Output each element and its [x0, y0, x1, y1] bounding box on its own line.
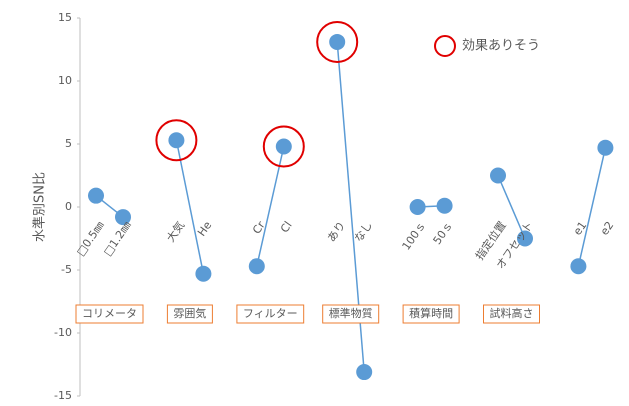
point [115, 209, 131, 226]
x-tick-label: e1 [571, 219, 590, 238]
group-box [322, 304, 380, 324]
group-box [166, 304, 213, 324]
y-tick-label: -15 [54, 389, 72, 402]
group-box [402, 304, 460, 324]
point [356, 364, 373, 381]
point [168, 132, 185, 149]
effect-line [577, 147, 607, 267]
y-axis-label: 水準別SN比 [32, 172, 48, 242]
effect-line [175, 140, 205, 274]
x-tick-label: e2 [598, 219, 617, 238]
legend-label: 効果ありそう [462, 39, 540, 54]
y-tick-label: -10 [54, 326, 72, 339]
highlight-circle [155, 119, 198, 162]
legend-marker [434, 35, 456, 57]
y-tick-label: 5 [65, 137, 72, 150]
point [248, 258, 265, 275]
y-tick-label: 0 [65, 200, 72, 213]
point [490, 167, 506, 184]
group-label: フィルター [243, 307, 298, 320]
group-box [75, 304, 144, 324]
point [409, 199, 426, 215]
group-label: 雰囲気 [173, 306, 206, 320]
point [570, 258, 587, 275]
group-box [236, 304, 305, 324]
point [88, 187, 104, 204]
group-box [483, 304, 540, 324]
group-label: 積算時間 [409, 306, 453, 320]
point [195, 265, 212, 282]
point [597, 139, 614, 156]
point [517, 230, 533, 247]
y-tick-label: 10 [58, 74, 72, 87]
group-label: 標準物質 [329, 306, 373, 320]
y-tick-label: 15 [58, 11, 72, 24]
group-label: コリメータ [82, 307, 137, 320]
highlight-circle [262, 125, 305, 168]
highlight-circle [316, 20, 359, 63]
group-label: 試料高さ [490, 306, 534, 320]
point [436, 197, 453, 214]
effect-line [497, 175, 526, 239]
point [329, 33, 346, 50]
y-tick-label: -5 [61, 263, 72, 276]
point [275, 138, 292, 155]
